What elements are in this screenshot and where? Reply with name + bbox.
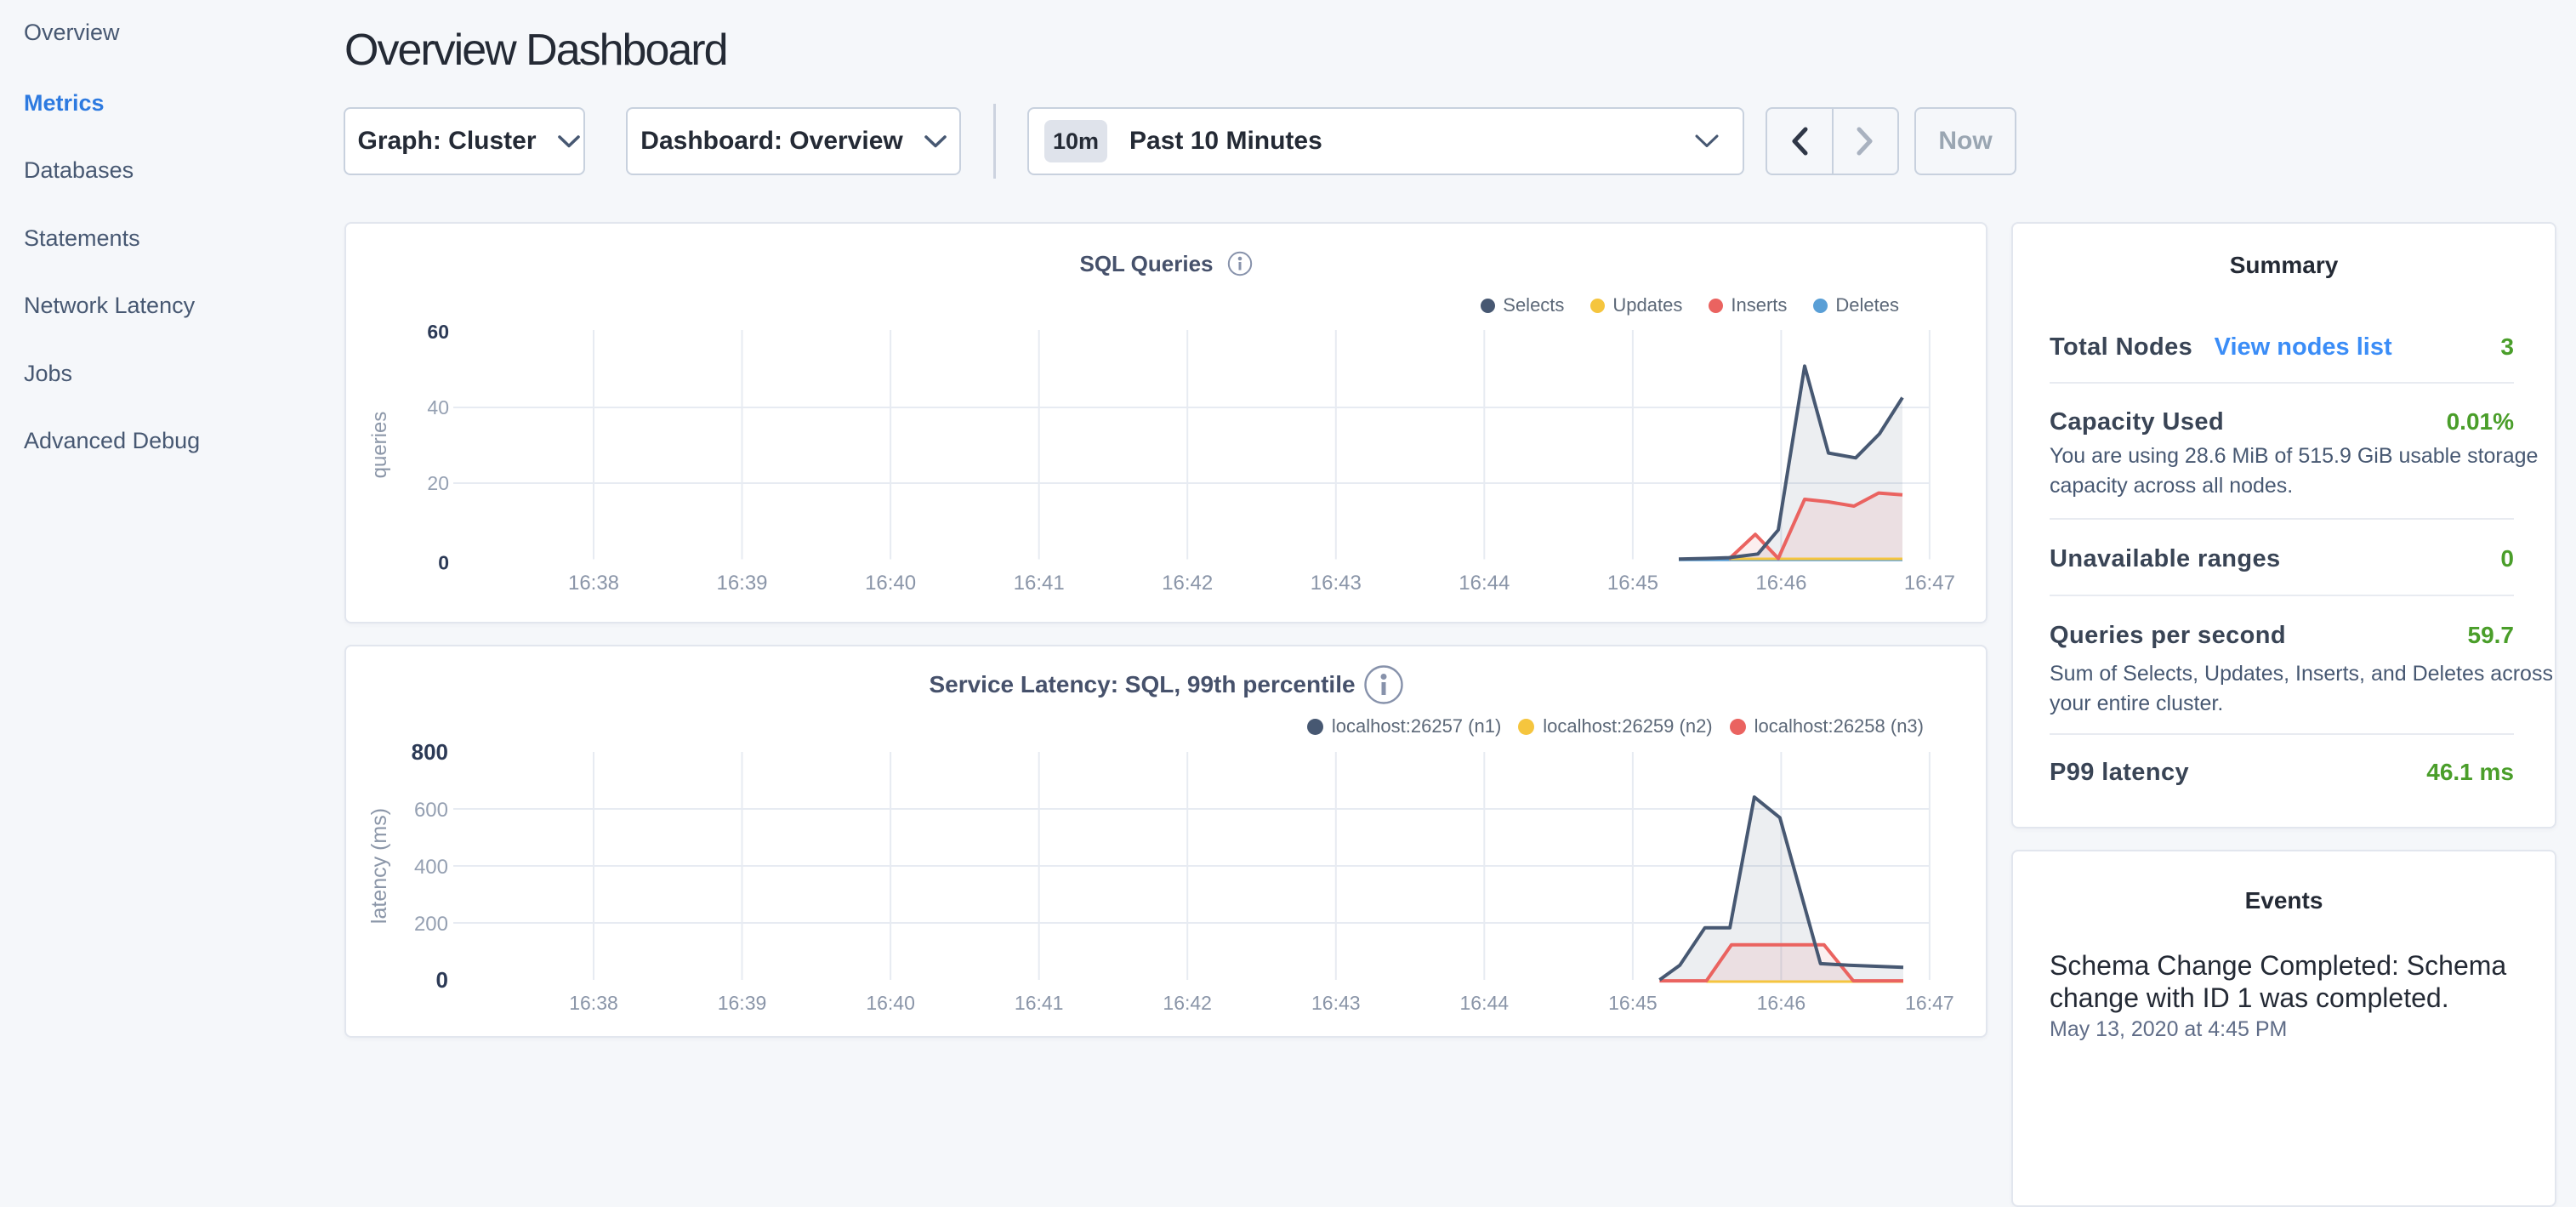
- svg-text:16:38: 16:38: [569, 992, 618, 1014]
- svg-text:16:41: 16:41: [1015, 992, 1064, 1014]
- svg-text:16:44: 16:44: [1459, 572, 1510, 595]
- svg-text:latency (ms): latency (ms): [367, 808, 391, 924]
- svg-text:800: 800: [412, 739, 448, 765]
- svg-text:16:39: 16:39: [718, 992, 767, 1014]
- svg-text:16:43: 16:43: [1311, 992, 1361, 1014]
- svg-text:60: 60: [427, 321, 449, 343]
- svg-text:16:45: 16:45: [1608, 992, 1658, 1014]
- svg-text:16:46: 16:46: [1757, 992, 1806, 1014]
- svg-text:16:47: 16:47: [1904, 572, 1955, 595]
- svg-text:16:38: 16:38: [568, 572, 619, 595]
- svg-text:16:42: 16:42: [1162, 572, 1213, 595]
- svg-text:20: 20: [427, 472, 449, 494]
- svg-text:16:44: 16:44: [1460, 992, 1510, 1014]
- svg-text:16:41: 16:41: [1014, 572, 1065, 595]
- svg-text:0: 0: [436, 967, 448, 993]
- svg-text:16:39: 16:39: [716, 572, 767, 595]
- svg-text:16:46: 16:46: [1755, 572, 1806, 595]
- svg-text:40: 40: [427, 396, 449, 418]
- svg-text:16:40: 16:40: [865, 572, 916, 595]
- svg-text:16:40: 16:40: [866, 992, 915, 1014]
- svg-text:16:45: 16:45: [1607, 572, 1658, 595]
- svg-text:16:47: 16:47: [1905, 992, 1954, 1014]
- svg-text:0: 0: [438, 552, 449, 574]
- svg-text:600: 600: [414, 799, 448, 822]
- svg-text:16:43: 16:43: [1311, 572, 1362, 595]
- svg-text:200: 200: [414, 913, 448, 936]
- svg-text:16:42: 16:42: [1163, 992, 1212, 1014]
- svg-text:400: 400: [414, 856, 448, 879]
- svg-text:queries: queries: [368, 412, 391, 479]
